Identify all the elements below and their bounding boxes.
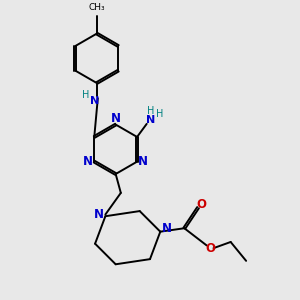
Text: N: N (138, 155, 148, 168)
Text: N: N (162, 222, 172, 236)
Text: N: N (83, 155, 93, 168)
Text: N: N (146, 115, 155, 125)
Text: N: N (111, 112, 121, 125)
Text: N: N (91, 96, 100, 106)
Text: H: H (147, 106, 154, 116)
Text: H: H (82, 90, 89, 100)
Text: CH₃: CH₃ (88, 3, 105, 12)
Text: O: O (196, 198, 206, 211)
Text: N: N (94, 208, 104, 221)
Text: H: H (156, 109, 164, 119)
Text: O: O (206, 242, 216, 255)
